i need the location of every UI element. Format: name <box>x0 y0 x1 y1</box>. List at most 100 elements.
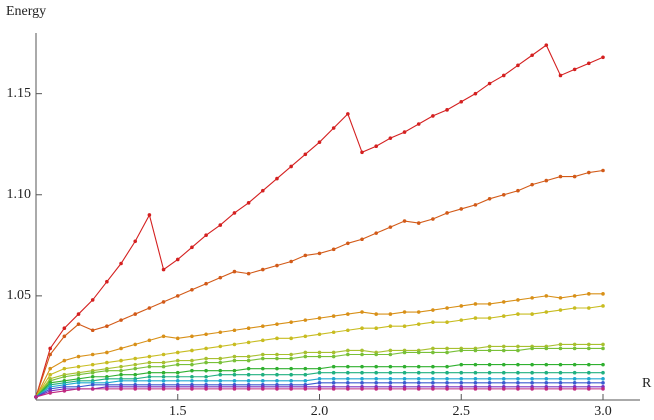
data-point <box>175 370 180 375</box>
data-point <box>147 306 152 310</box>
data-point <box>161 352 166 357</box>
data-point <box>587 381 591 385</box>
data-point <box>558 346 563 351</box>
data-point <box>275 176 279 181</box>
data-point <box>218 387 223 391</box>
data-point <box>501 348 506 353</box>
data-point <box>275 322 279 326</box>
data-point <box>105 324 109 328</box>
data-point <box>246 340 251 345</box>
data-point <box>346 364 350 369</box>
data-point <box>431 381 435 385</box>
y-axis-label: Energy <box>6 4 46 19</box>
data-point <box>587 346 591 351</box>
data-point <box>530 376 534 381</box>
data-point <box>544 346 549 351</box>
data-point <box>516 362 520 367</box>
data-point <box>516 344 520 349</box>
data-point <box>48 391 52 395</box>
data-point <box>431 376 435 381</box>
data-point <box>388 324 393 328</box>
data-point <box>48 346 52 351</box>
data-point <box>62 374 67 379</box>
data-point <box>161 267 166 272</box>
data-point <box>346 381 350 385</box>
data-point <box>572 362 577 367</box>
data-point <box>374 144 379 149</box>
data-point <box>190 287 194 292</box>
data-point <box>317 366 322 371</box>
data-point <box>572 376 577 381</box>
data-point <box>487 81 492 86</box>
data-point <box>90 387 95 391</box>
data-point <box>48 366 52 371</box>
data-point <box>232 387 237 391</box>
data-point <box>374 381 379 385</box>
data-point <box>402 381 407 385</box>
data-point <box>416 310 421 314</box>
data-point <box>601 168 605 173</box>
data-point <box>204 374 208 379</box>
data-point <box>331 376 336 381</box>
data-point <box>289 320 293 324</box>
data-point <box>232 269 237 274</box>
data-point <box>175 387 180 391</box>
data-point <box>204 368 208 373</box>
data-point <box>232 358 237 363</box>
data-point <box>431 364 435 369</box>
data-point <box>161 300 166 304</box>
data-point <box>218 330 223 335</box>
data-point <box>218 275 223 280</box>
data-point <box>473 91 478 96</box>
data-point <box>487 387 492 391</box>
data-point <box>402 370 407 375</box>
data-point <box>119 318 123 322</box>
data-point <box>90 362 95 367</box>
data-point <box>558 376 563 381</box>
data-point <box>147 374 152 379</box>
data-point <box>544 43 549 47</box>
data-point <box>544 387 549 391</box>
data-point <box>473 376 478 381</box>
data-point <box>445 387 449 391</box>
data-point <box>402 364 407 369</box>
data-point <box>246 372 251 377</box>
data-point <box>190 245 194 250</box>
data-point <box>303 378 308 383</box>
data-point <box>346 352 350 357</box>
data-point <box>572 387 577 391</box>
data-point <box>473 203 478 207</box>
data-point <box>133 387 138 391</box>
data-point <box>601 370 605 375</box>
data-point <box>34 395 38 399</box>
data-point <box>204 233 208 238</box>
data-point <box>374 364 379 369</box>
data-point <box>516 188 520 193</box>
data-point <box>218 378 223 383</box>
data-point <box>544 370 549 375</box>
data-point <box>501 362 506 367</box>
data-point <box>261 324 265 328</box>
data-point <box>346 112 350 116</box>
data-point <box>261 366 265 371</box>
data-point <box>204 281 208 286</box>
data-point <box>190 348 194 353</box>
data-point <box>587 306 591 310</box>
data-point <box>90 352 95 357</box>
data-point <box>232 378 237 383</box>
data-point <box>161 370 166 375</box>
data-point <box>388 136 393 140</box>
data-point <box>530 381 534 385</box>
data-point <box>275 366 279 371</box>
data-point <box>473 348 478 353</box>
data-point <box>388 312 393 316</box>
data-point <box>133 312 138 316</box>
data-point <box>62 366 67 371</box>
data-point <box>487 316 492 320</box>
data-point <box>147 360 152 365</box>
data-point <box>175 257 180 262</box>
data-point <box>190 358 194 363</box>
data-point <box>218 356 223 361</box>
data-point <box>374 387 379 391</box>
